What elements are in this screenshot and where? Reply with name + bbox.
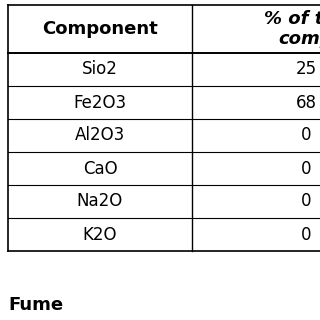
- Text: K2O: K2O: [83, 226, 117, 244]
- Text: Component: Component: [42, 20, 158, 38]
- Text: Al2O3: Al2O3: [75, 126, 125, 145]
- Text: 0: 0: [301, 226, 311, 244]
- Text: 25: 25: [295, 60, 316, 78]
- Text: 0: 0: [301, 126, 311, 145]
- Text: Fe2O3: Fe2O3: [73, 93, 127, 111]
- Text: Sio2: Sio2: [82, 60, 118, 78]
- Text: Na2O: Na2O: [77, 193, 123, 211]
- Text: 0: 0: [301, 159, 311, 178]
- Text: comp: comp: [279, 30, 320, 48]
- Text: 68: 68: [295, 93, 316, 111]
- Text: 0: 0: [301, 193, 311, 211]
- Text: CaO: CaO: [83, 159, 117, 178]
- Text: Fume: Fume: [8, 296, 63, 314]
- Text: % of the: % of the: [264, 10, 320, 28]
